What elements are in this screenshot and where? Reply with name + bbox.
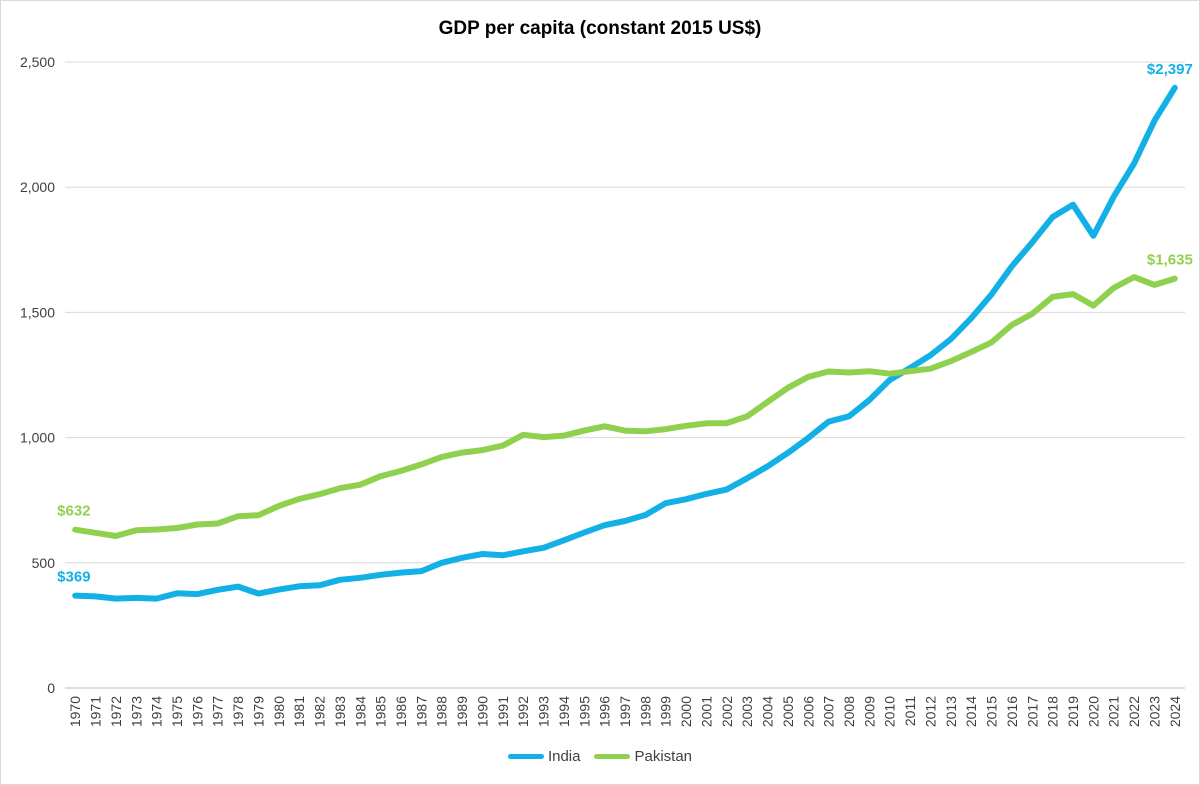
data-label: $1,635	[1147, 252, 1193, 269]
x-tick-label: 2011	[902, 696, 918, 726]
series-lines	[72, 84, 1178, 602]
legend-item-india: India	[507, 748, 581, 765]
x-tick-label: 1978	[230, 696, 246, 727]
x-tick-label: 2014	[963, 696, 979, 727]
x-tick-label: 1983	[332, 696, 348, 727]
x-tick-label: 2020	[1085, 696, 1101, 727]
x-tick-label: 1998	[637, 696, 653, 727]
x-tick-label: 1995	[576, 696, 592, 727]
x-tick-label: 1987	[413, 696, 429, 727]
x-tick-label: 1975	[169, 696, 185, 727]
x-tick-label: 2001	[698, 696, 714, 727]
x-tick-label: 1971	[88, 696, 104, 727]
x-tick-label: 1977	[210, 696, 226, 727]
x-tick-label: 1982	[312, 696, 328, 727]
x-tick-label: 2004	[760, 696, 776, 727]
x-tick-label: 2010	[882, 696, 898, 727]
chart-title: GDP per capita (constant 2015 US$)	[438, 18, 762, 39]
x-tick-label: 1985	[373, 696, 389, 727]
data-label: $369	[57, 569, 90, 586]
legend-swatch-pakistan	[594, 754, 631, 759]
y-tick-label: 0	[47, 680, 55, 696]
y-tick-label: 2,500	[20, 54, 55, 70]
data-labels: $369 $632 $2,397 $1,635	[57, 61, 1193, 586]
x-tick-label: 2013	[943, 696, 959, 727]
x-tick-label: 2005	[780, 696, 796, 727]
x-tick-label: 1991	[495, 696, 511, 727]
x-tick-label: 2022	[1126, 696, 1142, 727]
legend: India Pakistan	[0, 748, 1200, 765]
x-tick-label: 2017	[1024, 696, 1040, 727]
x-tick-label: 1999	[658, 696, 674, 727]
gridlines	[65, 61, 1185, 689]
x-tick-label: 1989	[454, 696, 470, 727]
x-tick-label: 1993	[536, 696, 552, 727]
y-tick-label: 1,000	[20, 430, 55, 446]
legend-item-pakistan: Pakistan	[594, 748, 692, 765]
x-tick-label: 2007	[821, 696, 837, 727]
x-tick-label: 2000	[678, 696, 694, 727]
x-tick-label: 1994	[556, 696, 572, 727]
x-tick-label: 1976	[189, 696, 205, 727]
x-tick-label: 1990	[474, 696, 490, 727]
series-line-pakistan	[72, 274, 1178, 539]
x-tick-label: 2023	[1146, 696, 1162, 727]
x-tick-label: 2021	[1106, 696, 1122, 727]
x-tick-label: 1986	[393, 696, 409, 727]
x-tick-label: 1972	[108, 696, 124, 727]
x-tick-label: 1992	[515, 696, 531, 727]
x-axis-ticks: 1970 1971 1972 1973 1974 1975 1976 1977 1978 1979…	[67, 696, 1183, 727]
x-tick-label: 2016	[1004, 696, 1020, 727]
x-tick-label: 1981	[291, 696, 307, 727]
x-tick-label: 2009	[861, 696, 877, 727]
x-tick-label: 2024	[1167, 696, 1183, 727]
x-tick-label: 2008	[841, 696, 857, 727]
legend-swatch-india	[507, 754, 544, 759]
x-tick-label: 2015	[984, 696, 1000, 727]
x-tick-label: 1997	[617, 696, 633, 727]
y-axis-ticks: 0 500 1,000 1,500 2,000 2,500	[20, 54, 55, 696]
x-tick-label: 2018	[1045, 696, 1061, 727]
x-tick-label: 2002	[719, 696, 735, 727]
legend-label-india: India	[547, 748, 581, 765]
x-tick-label: 1980	[271, 696, 287, 727]
x-tick-label: 2019	[1065, 696, 1081, 727]
x-tick-label: 2012	[922, 696, 938, 727]
y-tick-label: 500	[32, 555, 56, 571]
series-line-india	[72, 84, 1178, 602]
x-tick-label: 1973	[128, 696, 144, 727]
x-tick-label: 1979	[250, 696, 266, 727]
data-label: $2,397	[1147, 61, 1193, 78]
x-tick-label: 2003	[739, 696, 755, 727]
y-tick-label: 2,000	[20, 179, 55, 195]
x-tick-label: 1988	[434, 696, 450, 727]
x-tick-label: 1970	[67, 696, 83, 727]
legend-label-pakistan: Pakistan	[634, 748, 693, 765]
x-tick-label: 1974	[149, 696, 165, 727]
x-tick-label: 1996	[597, 696, 613, 727]
x-tick-label: 2006	[800, 696, 816, 727]
x-tick-label: 1984	[352, 696, 368, 727]
data-label: $632	[57, 503, 90, 520]
y-tick-label: 1,500	[20, 304, 55, 320]
